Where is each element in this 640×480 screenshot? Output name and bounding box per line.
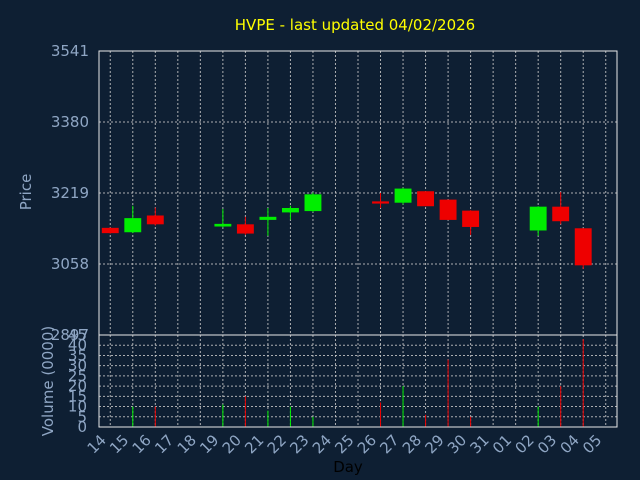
candle-body-03 [552, 206, 570, 222]
candle-body-30 [462, 210, 480, 227]
candle-body-28 [417, 191, 435, 207]
candle-body-26 [372, 201, 389, 204]
y-axis-label: Price [17, 174, 35, 211]
candle-body-16 [146, 215, 164, 225]
volume-tick-10: 10 [68, 398, 87, 416]
price-grid [99, 50, 617, 336]
candles [101, 187, 592, 269]
plot-frames [98, 50, 618, 428]
volume-tick-30: 30 [68, 357, 87, 375]
volume-tick-15: 15 [68, 387, 87, 405]
volume-tick-35: 35 [68, 346, 87, 364]
volume-tick-40: 40 [68, 336, 87, 354]
volume-tick-25: 25 [68, 367, 87, 385]
volume-tick-45: 45 [68, 326, 87, 344]
candle-body-20 [236, 224, 254, 234]
candle-body-27 [394, 188, 412, 203]
volume-grid [99, 334, 617, 428]
day-tick-labels: 1415161718192021222324252627282930310102… [84, 431, 606, 457]
candle-body-04 [574, 228, 592, 266]
candle-body-29 [439, 199, 457, 220]
candle-body-15 [124, 218, 142, 233]
candle-body-19 [214, 223, 232, 227]
volume-tick-0: 0 [77, 418, 87, 436]
price-tick-labels: 2897 3058 3219 3380 3541 [51, 42, 89, 344]
x-axis-label: Day [333, 458, 363, 476]
candle-body-22 [281, 207, 299, 213]
candle-body-23 [304, 194, 322, 212]
price-tick-3380: 3380 [51, 113, 89, 131]
volume-bars [132, 339, 584, 427]
candle-body-14 [101, 227, 119, 234]
volume-tick-20: 20 [68, 377, 87, 395]
price-tick-3058: 3058 [51, 255, 89, 273]
price-tick-3219: 3219 [51, 184, 89, 202]
candle-body-21 [259, 216, 277, 220]
price-tick-2897: 2897 [51, 326, 89, 344]
volume-tick-5: 5 [77, 408, 87, 426]
price-tick-3541: 3541 [51, 42, 89, 60]
volume-panel-frame [98, 334, 618, 428]
chart-title: HVPE - last updated 04/02/2026 [235, 16, 475, 34]
volume-axis-label: Volume (0000) [39, 326, 57, 436]
candle-body-02 [529, 206, 547, 231]
day-tick-05: 05 [579, 431, 605, 457]
